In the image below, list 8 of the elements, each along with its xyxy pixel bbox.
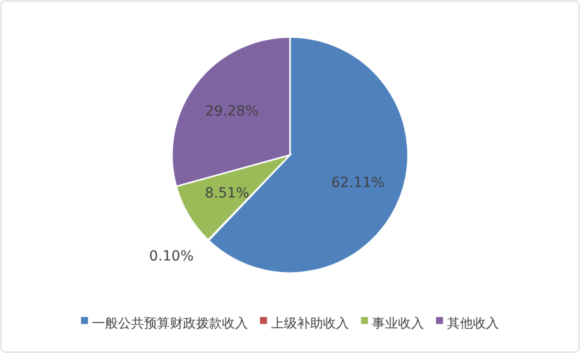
data-label: 8.51% bbox=[204, 185, 250, 202]
legend-label: 一般公共预算财政拨款收入 bbox=[92, 316, 248, 332]
data-label: 29.28% bbox=[205, 104, 258, 120]
data-label: 62.11% bbox=[331, 175, 385, 192]
data-label: 0.10% bbox=[149, 248, 194, 265]
legend-label: 事业收入 bbox=[372, 316, 424, 332]
legend-label: 上级补助收入 bbox=[271, 316, 349, 332]
legend-label: 其他收入 bbox=[447, 316, 499, 332]
